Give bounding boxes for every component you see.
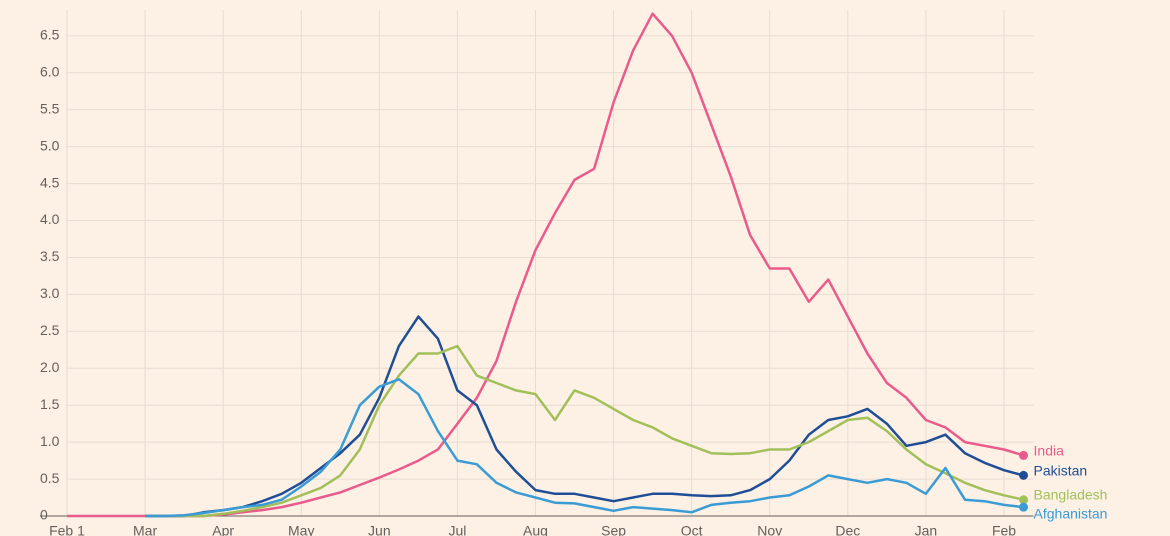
- y-tick-label: 6.5: [40, 27, 60, 43]
- line: [145, 344, 1024, 518]
- end-dot: [1019, 495, 1029, 505]
- x-tick-label: Apr: [212, 523, 234, 536]
- x-tick-label: Jan: [915, 523, 938, 536]
- y-tick-label: 5.5: [40, 100, 60, 116]
- line: [67, 12, 1024, 518]
- y-tick-label: 3.0: [40, 285, 60, 301]
- x-tick-label: Jul: [448, 523, 466, 536]
- y-tick-label: 2.0: [40, 359, 60, 375]
- x-tick-label: May: [288, 523, 314, 536]
- x-tick-label: Jun: [368, 523, 391, 536]
- x-tick-label: Feb: [992, 523, 1016, 536]
- y-tick-label: 2.5: [40, 322, 60, 338]
- end-dot: [1019, 450, 1029, 460]
- end-dot: [1019, 470, 1029, 480]
- line: [145, 315, 1024, 518]
- y-tick-label: 0: [40, 507, 48, 523]
- y-tick-label: 1.0: [40, 433, 60, 449]
- y-tick-label: 5.0: [40, 137, 60, 153]
- legend-label: India: [1034, 442, 1065, 458]
- x-tick-label: Aug: [523, 523, 548, 536]
- x-tick-label: Sep: [601, 523, 626, 536]
- x-tick-label: Mar: [133, 523, 157, 536]
- y-tick-label: 6.0: [40, 63, 60, 79]
- x-tick-label: Feb 1: [49, 523, 85, 536]
- x-tick-label: Oct: [681, 523, 703, 536]
- y-tick-label: 0.5: [40, 470, 60, 486]
- legend-label: Bangladesh: [1034, 487, 1108, 503]
- y-tick-label: 3.5: [40, 248, 60, 264]
- x-tick-label: Dec: [835, 523, 860, 536]
- y-tick-label: 4.0: [40, 211, 60, 227]
- y-tick-label: 1.5: [40, 396, 60, 412]
- line: [145, 378, 1024, 518]
- y-tick-label: 4.5: [40, 174, 60, 190]
- legend-label: Afghanistan: [1034, 506, 1108, 522]
- x-tick-label: Nov: [757, 523, 782, 536]
- legend-label: Pakistan: [1034, 462, 1088, 478]
- end-dot: [1019, 502, 1029, 512]
